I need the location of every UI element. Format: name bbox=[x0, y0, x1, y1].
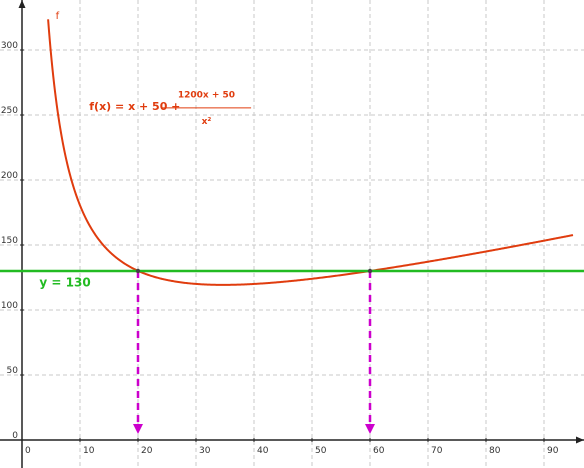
x-tick-label: 80 bbox=[489, 446, 501, 456]
formula-denominator: x² bbox=[202, 117, 212, 127]
series-name-y130: y = 130 bbox=[39, 276, 90, 290]
formula-lhs: f(x) = x + 50 + bbox=[89, 100, 180, 113]
y-tick-label: 150 bbox=[1, 236, 18, 246]
intersection-point bbox=[367, 268, 373, 274]
x-tick-label: 0 bbox=[25, 446, 31, 456]
y-tick-label: 0 bbox=[12, 431, 18, 441]
y-tick-label: 300 bbox=[1, 41, 18, 51]
x-axis-arrow bbox=[576, 436, 584, 444]
y-tick-label: 200 bbox=[1, 171, 18, 181]
y-tick-label: 50 bbox=[7, 366, 19, 376]
y-axis-arrow bbox=[18, 0, 26, 8]
series-name-f: f bbox=[56, 11, 60, 22]
x-tick-label: 60 bbox=[373, 446, 385, 456]
series-f bbox=[47, 19, 574, 286]
annotations bbox=[133, 268, 375, 434]
plot-labels: f f(x) = x + 50 +1200x + 50 x² y = 130 bbox=[39, 11, 252, 290]
series-line-f bbox=[47, 19, 574, 286]
x-tick-label: 10 bbox=[83, 446, 95, 456]
intersection-point bbox=[135, 268, 141, 274]
x-tick-label: 50 bbox=[315, 446, 327, 456]
formula-numerator: 1200x + 50 bbox=[178, 90, 235, 100]
arrow-head bbox=[133, 424, 143, 434]
y-tick-labels: 0 50 100 150 200 250 300 bbox=[1, 41, 24, 441]
x-tick-labels: 0 10 20 30 40 50 60 70 80 90 bbox=[25, 438, 559, 456]
x-tick-label: 20 bbox=[141, 446, 153, 456]
x-tick-label: 40 bbox=[257, 446, 269, 456]
arrow-head bbox=[365, 424, 375, 434]
x-tick-label: 30 bbox=[199, 446, 211, 456]
x-tick-label: 90 bbox=[547, 446, 559, 456]
y-tick-label: 250 bbox=[1, 106, 18, 116]
y-tick-label: 100 bbox=[1, 301, 18, 311]
x-tick-label: 70 bbox=[431, 446, 443, 456]
